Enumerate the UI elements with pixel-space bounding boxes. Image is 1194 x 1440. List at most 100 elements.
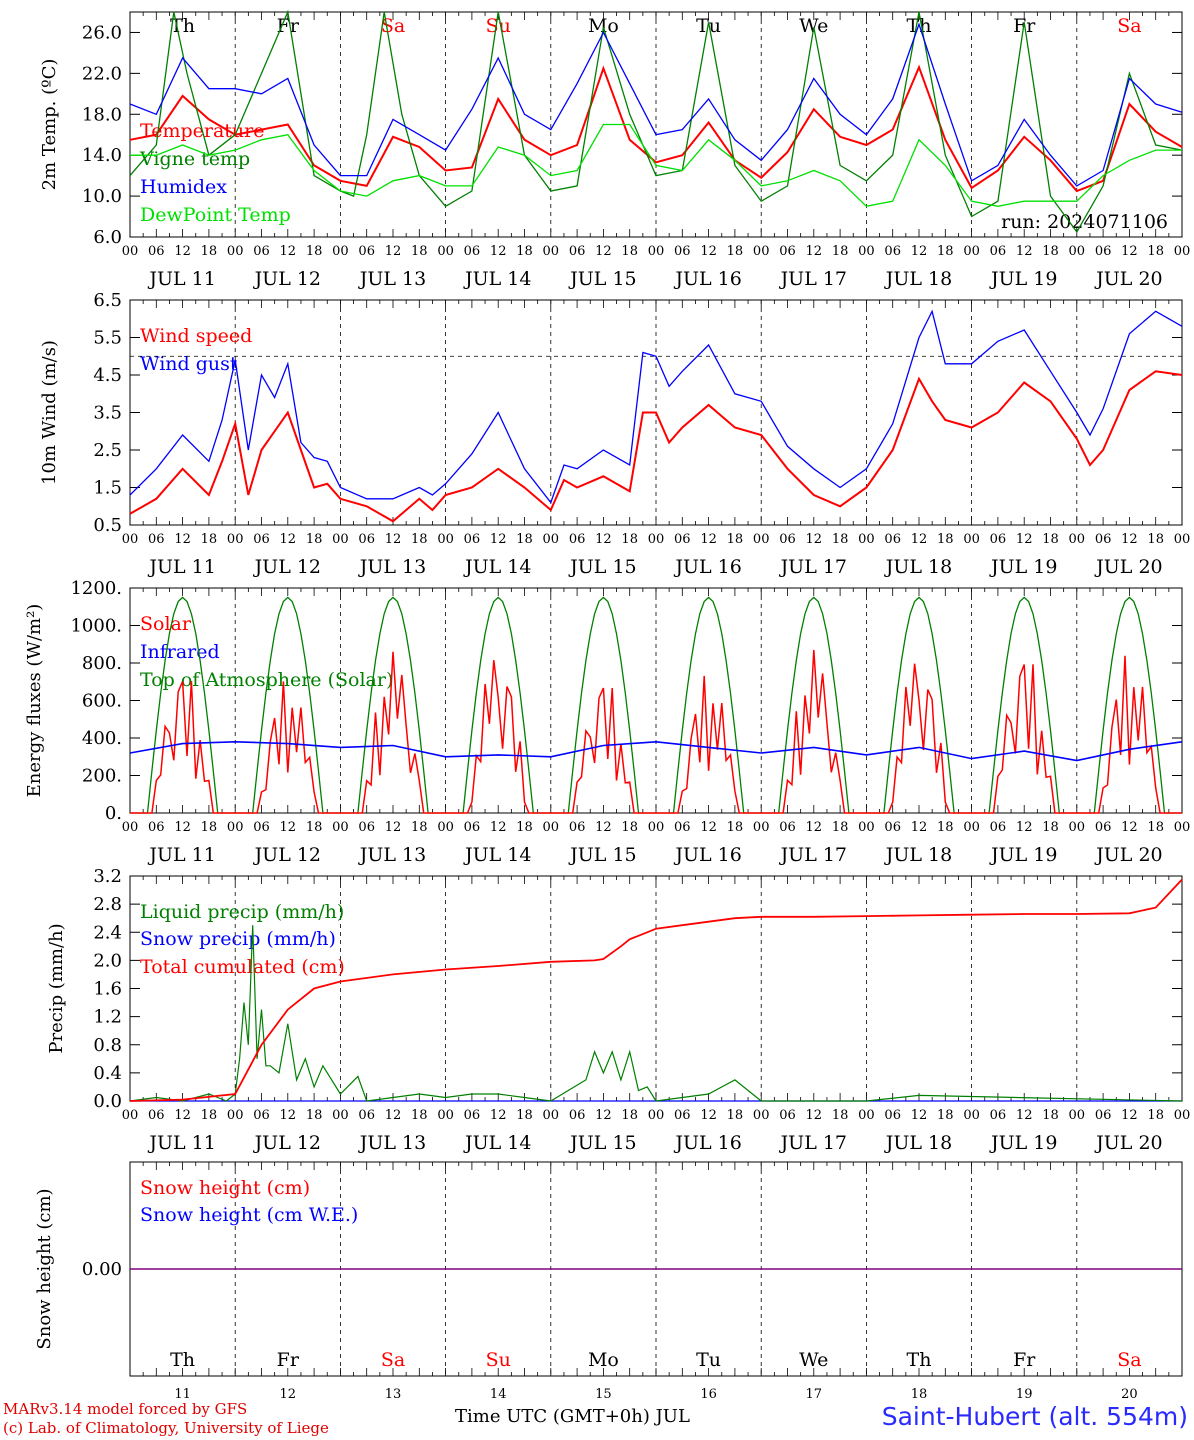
date-label: JUL 15 [568, 844, 636, 866]
series-dewpoint-temp [130, 123, 1182, 208]
y-tick-label: 200. [82, 766, 122, 787]
hour-label: 12 [806, 820, 823, 835]
series-humidex [129, 22, 1183, 187]
hour-label: 12 [806, 1108, 823, 1123]
y-tick-label: 6.5 [93, 290, 122, 311]
hour-label: 00 [648, 1108, 665, 1123]
hour-label: 12 [1016, 820, 1033, 835]
y-axis-label: Precip (mm/h) [46, 923, 67, 1053]
y-axis-label: 2m Temp. (ºC) [39, 59, 60, 191]
hour-label: 00 [543, 532, 560, 547]
hour-label: 18 [201, 1108, 218, 1123]
hour-label: 06 [569, 532, 586, 547]
hour-label: 12 [700, 820, 717, 835]
hour-label: 06 [148, 820, 165, 835]
date-label: JUL 12 [253, 556, 321, 578]
date-label: JUL 13 [358, 844, 426, 866]
hour-label: 06 [1095, 1108, 1112, 1123]
hour-label: 12 [174, 820, 191, 835]
day-label-bottom: Su [486, 1349, 511, 1371]
hour-label: 06 [358, 532, 375, 547]
y-tick-label: 0.00 [82, 1259, 122, 1280]
hour-label: 18 [1042, 820, 1059, 835]
hour-label: 00 [753, 820, 770, 835]
day-number: 16 [700, 1387, 717, 1402]
hour-label: 06 [253, 532, 270, 547]
day-label-top: Su [486, 15, 511, 37]
hour-label: 12 [280, 532, 297, 547]
hour-label: 18 [1147, 1108, 1164, 1123]
y-tick-label: 0.4 [93, 1063, 122, 1084]
y-tick-label: 3.5 [93, 403, 122, 424]
hour-label: 12 [700, 532, 717, 547]
day-label-top: Sa [1117, 15, 1141, 37]
y-tick-label: 2.4 [93, 922, 122, 943]
hour-label: 06 [148, 244, 165, 259]
hour-label: 12 [806, 532, 823, 547]
date-label: JUL 12 [253, 268, 321, 290]
hour-label: 12 [280, 1108, 297, 1123]
day-label-top: Fr [277, 15, 300, 37]
day-number: 14 [490, 1387, 507, 1402]
series-infrared [129, 740, 1183, 762]
hour-label: 12 [595, 532, 612, 547]
date-label: JUL 11 [147, 1132, 215, 1154]
hour-label: 18 [1147, 532, 1164, 547]
hour-label: 00 [122, 532, 139, 547]
hour-label: 00 [1174, 820, 1191, 835]
y-tick-label: 1.5 [93, 478, 122, 499]
date-label: JUL 11 [147, 268, 215, 290]
date-label: JUL 13 [358, 556, 426, 578]
hour-label: 18 [411, 1108, 428, 1123]
hour-label: 06 [674, 244, 691, 259]
hour-label: 00 [648, 532, 665, 547]
hour-label: 00 [437, 244, 454, 259]
date-label: JUL 18 [884, 844, 952, 866]
hour-ticks [129, 588, 1183, 813]
hour-label: 06 [884, 820, 901, 835]
day-label-top: Th [170, 15, 195, 37]
hour-label: 00 [963, 532, 980, 547]
hour-label: 12 [806, 244, 823, 259]
hour-label: 12 [595, 1108, 612, 1123]
date-label: JUL 13 [358, 1132, 426, 1154]
legend-solar: Solar [140, 613, 192, 635]
hour-label: 00 [963, 820, 980, 835]
day-label-bottom: Mo [588, 1349, 619, 1371]
hour-label: 06 [1095, 244, 1112, 259]
y-tick-label: 18.0 [82, 104, 122, 125]
hour-label: 18 [621, 532, 638, 547]
hour-label: 00 [1069, 532, 1086, 547]
y-tick-label: 1000. [70, 616, 122, 637]
y-tick-label: 6.0 [93, 227, 122, 248]
hour-label: 12 [911, 532, 928, 547]
hour-label: 00 [1174, 1108, 1191, 1123]
station-name: Saint-Hubert (alt. 554m) [881, 1402, 1188, 1431]
y-tick-label: 2.8 [93, 894, 122, 915]
legend-snow-precip-mm-h-: Snow precip (mm/h) [140, 928, 336, 950]
hour-label: 06 [990, 532, 1007, 547]
hour-label: 00 [437, 532, 454, 547]
day-label-top: We [799, 15, 828, 37]
legend-snow-height-cm-: Snow height (cm) [140, 1177, 310, 1199]
date-label: JUL 20 [1094, 556, 1162, 578]
hour-label: 18 [937, 1108, 954, 1123]
series-temperature [129, 64, 1183, 193]
y-tick-label: 10.0 [82, 186, 122, 207]
hour-label: 18 [727, 244, 744, 259]
date-label: JUL 19 [989, 1132, 1057, 1154]
hour-label: 06 [674, 532, 691, 547]
hour-label: 12 [280, 244, 297, 259]
date-label: JUL 20 [1094, 1132, 1162, 1154]
hour-label: 00 [332, 1108, 349, 1123]
day-label-bottom: Sa [1117, 1349, 1141, 1371]
hour-label: 12 [174, 1108, 191, 1123]
hour-label: 06 [674, 1108, 691, 1123]
y-tick-label: 1.2 [93, 1007, 122, 1028]
hour-label: 00 [963, 1108, 980, 1123]
legend-total-cumulated-cm-: Total cumulated (cm) [140, 956, 345, 978]
hour-label: 18 [937, 532, 954, 547]
date-label: JUL 20 [1094, 844, 1162, 866]
hour-label: 18 [1042, 532, 1059, 547]
hour-ticks [129, 876, 1183, 1101]
